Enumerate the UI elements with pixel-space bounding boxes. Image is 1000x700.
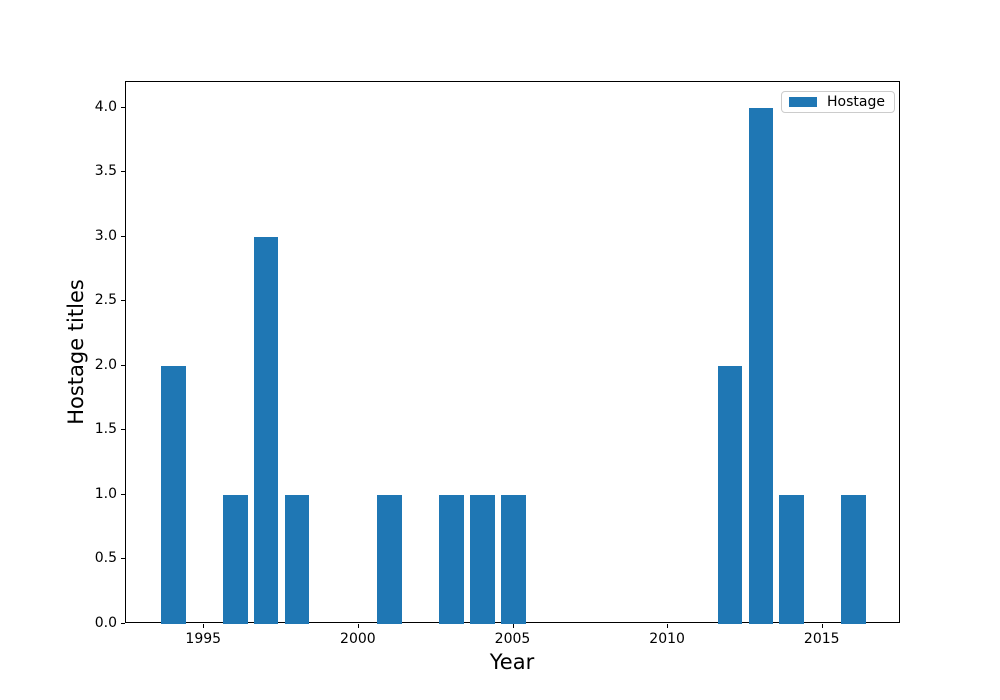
x-axis-title: Year bbox=[489, 650, 535, 674]
y-tick-mark-3.5 bbox=[121, 171, 125, 173]
y-tick-label-0.5: 0.5 bbox=[94, 550, 117, 567]
y-tick-label-1.5: 1.5 bbox=[94, 421, 117, 438]
plot-area: Hostage bbox=[125, 81, 900, 624]
y-tick-mark-2.0 bbox=[121, 364, 125, 366]
bar-1996 bbox=[222, 494, 248, 624]
y-tick-mark-1.5 bbox=[121, 429, 125, 431]
bar-2016 bbox=[841, 494, 867, 624]
x-tick-label-1995: 1995 bbox=[185, 631, 222, 647]
y-tick-label-3.0: 3.0 bbox=[94, 227, 117, 244]
bar-1997 bbox=[253, 236, 279, 624]
y-tick-mark-0.5 bbox=[121, 558, 125, 560]
y-axis-title: Hostage titles bbox=[64, 279, 88, 425]
y-tick-mark-4.0 bbox=[121, 106, 125, 108]
y-tick-label-2.0: 2.0 bbox=[94, 356, 117, 373]
x-tick-label-2005: 2005 bbox=[494, 631, 531, 647]
y-tick-label-0.0: 0.0 bbox=[94, 615, 117, 631]
x-tick-label-2015: 2015 bbox=[803, 631, 840, 647]
x-tick-mark-2015 bbox=[821, 624, 823, 628]
x-tick-label-2000: 2000 bbox=[340, 631, 376, 647]
bar-2003 bbox=[439, 494, 464, 624]
y-tick-mark-1.0 bbox=[121, 493, 125, 495]
y-tick-mark-2.5 bbox=[121, 300, 125, 302]
bar-1994 bbox=[160, 365, 186, 624]
bar-2005 bbox=[501, 494, 526, 624]
bar-2013 bbox=[748, 107, 774, 624]
x-tick-mark-2000 bbox=[357, 624, 359, 628]
x-tick-mark-2010 bbox=[667, 624, 669, 628]
y-tick-label-2.5: 2.5 bbox=[94, 292, 117, 309]
y-tick-label-1.0: 1.0 bbox=[94, 485, 117, 502]
legend-label: Hostage bbox=[827, 94, 885, 110]
x-tick-mark-2005 bbox=[512, 624, 514, 628]
x-tick-mark-1995 bbox=[203, 624, 205, 628]
legend: Hostage bbox=[781, 91, 895, 113]
bar-1998 bbox=[284, 494, 310, 624]
bar-2004 bbox=[470, 494, 495, 624]
y-tick-label-4.0: 4.0 bbox=[94, 98, 117, 115]
legend-swatch bbox=[789, 97, 818, 107]
y-tick-label-3.5: 3.5 bbox=[94, 163, 117, 180]
bar-2014 bbox=[779, 494, 805, 624]
bar-2001 bbox=[377, 494, 403, 624]
x-tick-label-2010: 2010 bbox=[649, 631, 685, 647]
bar-2012 bbox=[717, 365, 743, 624]
y-tick-mark-3.0 bbox=[121, 235, 125, 237]
y-tick-mark-0.0 bbox=[121, 623, 125, 624]
